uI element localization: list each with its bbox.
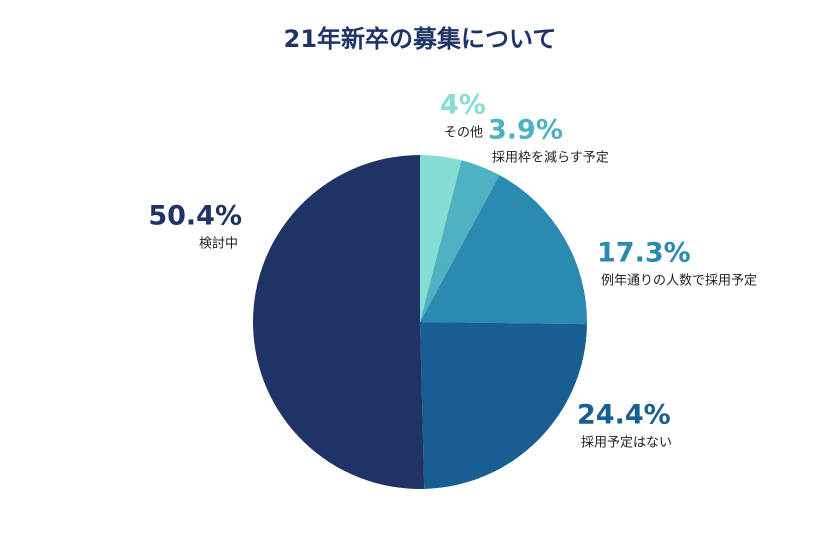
category-label: 採用枠を減らす予定 (492, 150, 609, 166)
category-label: 検討中 (199, 236, 238, 252)
value-label: 17.3% (597, 238, 691, 269)
category-label: その他 (444, 126, 483, 141)
pie-slice (420, 175, 587, 325)
chart-title: 21年新卒の募集について (284, 25, 557, 53)
category-label: 例年通りの人数で採用予定 (601, 274, 757, 289)
value-label: 4% (440, 90, 486, 121)
pie-slice (420, 160, 500, 322)
value-label: 3.9% (488, 115, 563, 146)
value-label: 24.4% (577, 400, 671, 431)
pie-slice (253, 155, 425, 489)
value-label: 50.4% (148, 201, 242, 232)
pie-slice (420, 322, 587, 489)
pie-slice (420, 155, 462, 322)
category-label: 採用予定はない (581, 436, 672, 451)
